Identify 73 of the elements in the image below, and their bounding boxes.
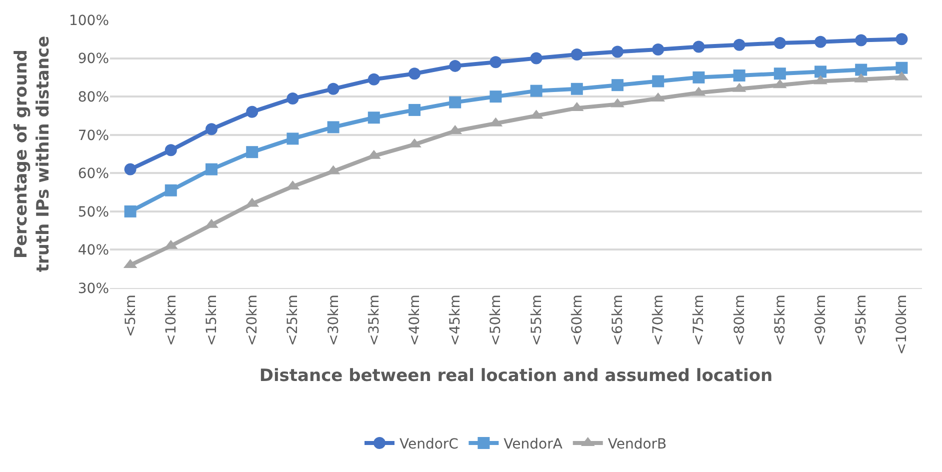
point [570,82,583,95]
legend-label: VendorA [504,436,563,452]
point [408,68,420,80]
point [570,48,583,60]
x-tick-label: <20km [244,294,261,346]
point [408,104,420,116]
point [530,84,542,97]
x-tick-label: <55km [528,294,545,346]
x-tick-label: <80km [732,294,748,346]
x-tick-label: <50km [488,294,504,346]
point [774,36,786,49]
point [286,132,299,145]
y-tick-label: 90% [78,51,109,68]
point [733,38,746,51]
point [286,92,299,104]
point [449,96,462,108]
point [368,73,380,86]
point [774,68,786,80]
y-tick-label: 50% [78,204,109,220]
point [246,106,258,118]
point [246,146,258,158]
x-tick-label: <10km [163,294,180,346]
point [490,90,502,103]
x-tick-label: <40km [407,294,424,346]
point [206,123,218,136]
point [692,71,705,84]
point [896,62,908,74]
x-tick-label: <35km [366,294,382,346]
x-tick-label: <30km [326,294,342,346]
x-tick-label: <45km [448,294,464,346]
point [652,75,664,88]
point [490,56,502,68]
point [327,82,340,95]
point [855,64,868,76]
point [612,46,624,58]
point [692,40,705,53]
x-tick-label: <95km [854,294,870,346]
point [368,112,380,124]
x-tick-label: <60km [569,294,586,346]
y-axis-title: Percentage of ground truth IPs within distance [11,36,54,272]
point [164,184,177,196]
y-tick-label: 60% [78,166,109,182]
x-tick-label: <75km [691,294,708,346]
point [124,163,136,176]
x-tick-label: <85km [772,294,788,346]
point [164,144,177,156]
y-tick-label: 30% [78,280,109,297]
point [814,36,826,48]
y-tick-label: 100% [68,12,109,29]
point [530,52,542,64]
y-tick-label: 40% [78,242,109,259]
point [814,66,826,78]
x-tick-label: <90km [813,294,830,346]
legend-label: VendorC [400,436,459,452]
point [327,121,340,134]
point [733,70,746,82]
y-tick-label: 80% [78,89,109,106]
y-tick-label: 70% [78,128,109,144]
x-tick-label: <25km [285,294,302,346]
x-tick-label: <15km [204,294,220,346]
legend-label: VendorB [608,436,667,452]
x-tick-label: <65km [610,294,626,346]
point [855,34,868,46]
point [652,43,664,56]
x-tick-label: <5km [122,294,139,337]
x-axis-title: Distance between real location and assumed location [259,366,773,386]
x-tick-label: <70km [650,294,667,346]
point [206,163,218,176]
point [612,79,624,92]
point [896,33,908,46]
point [449,60,462,72]
x-tick-label: <100km [894,294,910,355]
point [124,205,136,218]
